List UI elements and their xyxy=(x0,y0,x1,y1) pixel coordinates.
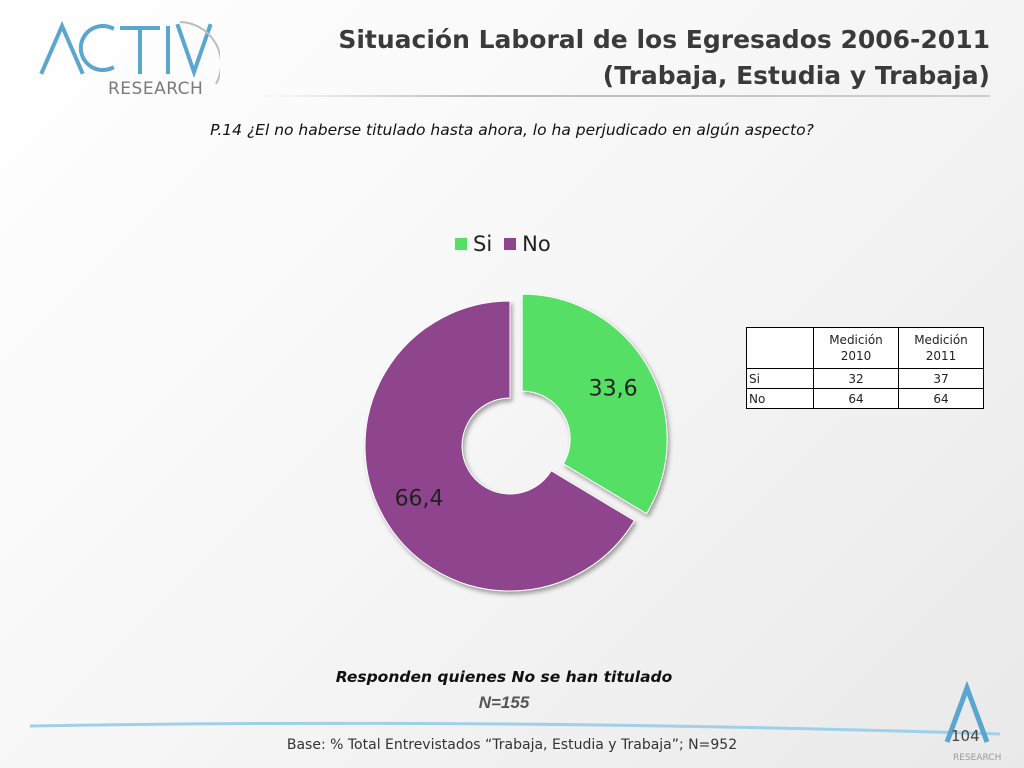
table-cell: 64 xyxy=(898,388,984,409)
page-title: Situación Laboral de los Egresados 2006-… xyxy=(338,22,990,94)
legend-item-si: Si xyxy=(455,232,492,256)
logo-research-text: RESEARCH xyxy=(108,79,203,99)
doughnut-chart: 33,6 66,4 xyxy=(364,293,668,592)
table-row: Si 32 37 xyxy=(746,368,984,389)
legend-swatch-si xyxy=(455,238,467,250)
legend-item-no: No xyxy=(504,232,551,256)
table-header-blank xyxy=(746,327,814,369)
mini-logo-icon: RESEARCH xyxy=(944,680,1001,763)
activa-research-logo: RESEARCH xyxy=(39,20,220,99)
table-header-2010: Medición 2010 xyxy=(813,327,899,369)
table-row-label: No xyxy=(746,388,814,409)
footer-swoosh xyxy=(29,721,1001,736)
table-cell: 32 xyxy=(813,368,899,389)
legend-swatch-no xyxy=(504,238,517,250)
table-row: No 64 64 xyxy=(746,388,984,409)
table-header-2011: Medición 2011 xyxy=(898,327,984,369)
title-line-1: Situación Laboral de los Egresados 2006-… xyxy=(338,25,990,54)
table-cell: 64 xyxy=(813,388,899,409)
legend-label-no: No xyxy=(522,232,551,256)
title-divider xyxy=(260,95,990,97)
footer-base-text: Base: % Total Entrevistados “Trabaja, Es… xyxy=(286,737,738,753)
table-row-label: Si xyxy=(746,368,814,389)
chart-legend: Si No xyxy=(455,232,563,256)
slice-si xyxy=(521,293,668,515)
comparison-table: Medición 2010 Medición 2011 Si 32 37 No … xyxy=(746,327,984,409)
question-text: P.14 ¿El no haberse titulado hasta ahora… xyxy=(210,121,814,139)
sample-size: N=155 xyxy=(478,693,530,712)
slice-no xyxy=(364,300,636,592)
data-label-si: 33,6 xyxy=(589,377,638,402)
data-label-no: 66,4 xyxy=(395,486,444,511)
page-number: 104 xyxy=(951,727,980,745)
legend-label-si: Si xyxy=(473,232,493,256)
table-cell: 37 xyxy=(898,368,984,389)
mini-logo-text: RESEARCH xyxy=(953,753,1001,763)
table-header-row: Medición 2010 Medición 2011 xyxy=(746,327,984,369)
title-line-2: (Trabaja, Estudia y Trabaja) xyxy=(602,61,990,90)
respondent-note: Responden quienes No se han titulado xyxy=(335,668,673,686)
